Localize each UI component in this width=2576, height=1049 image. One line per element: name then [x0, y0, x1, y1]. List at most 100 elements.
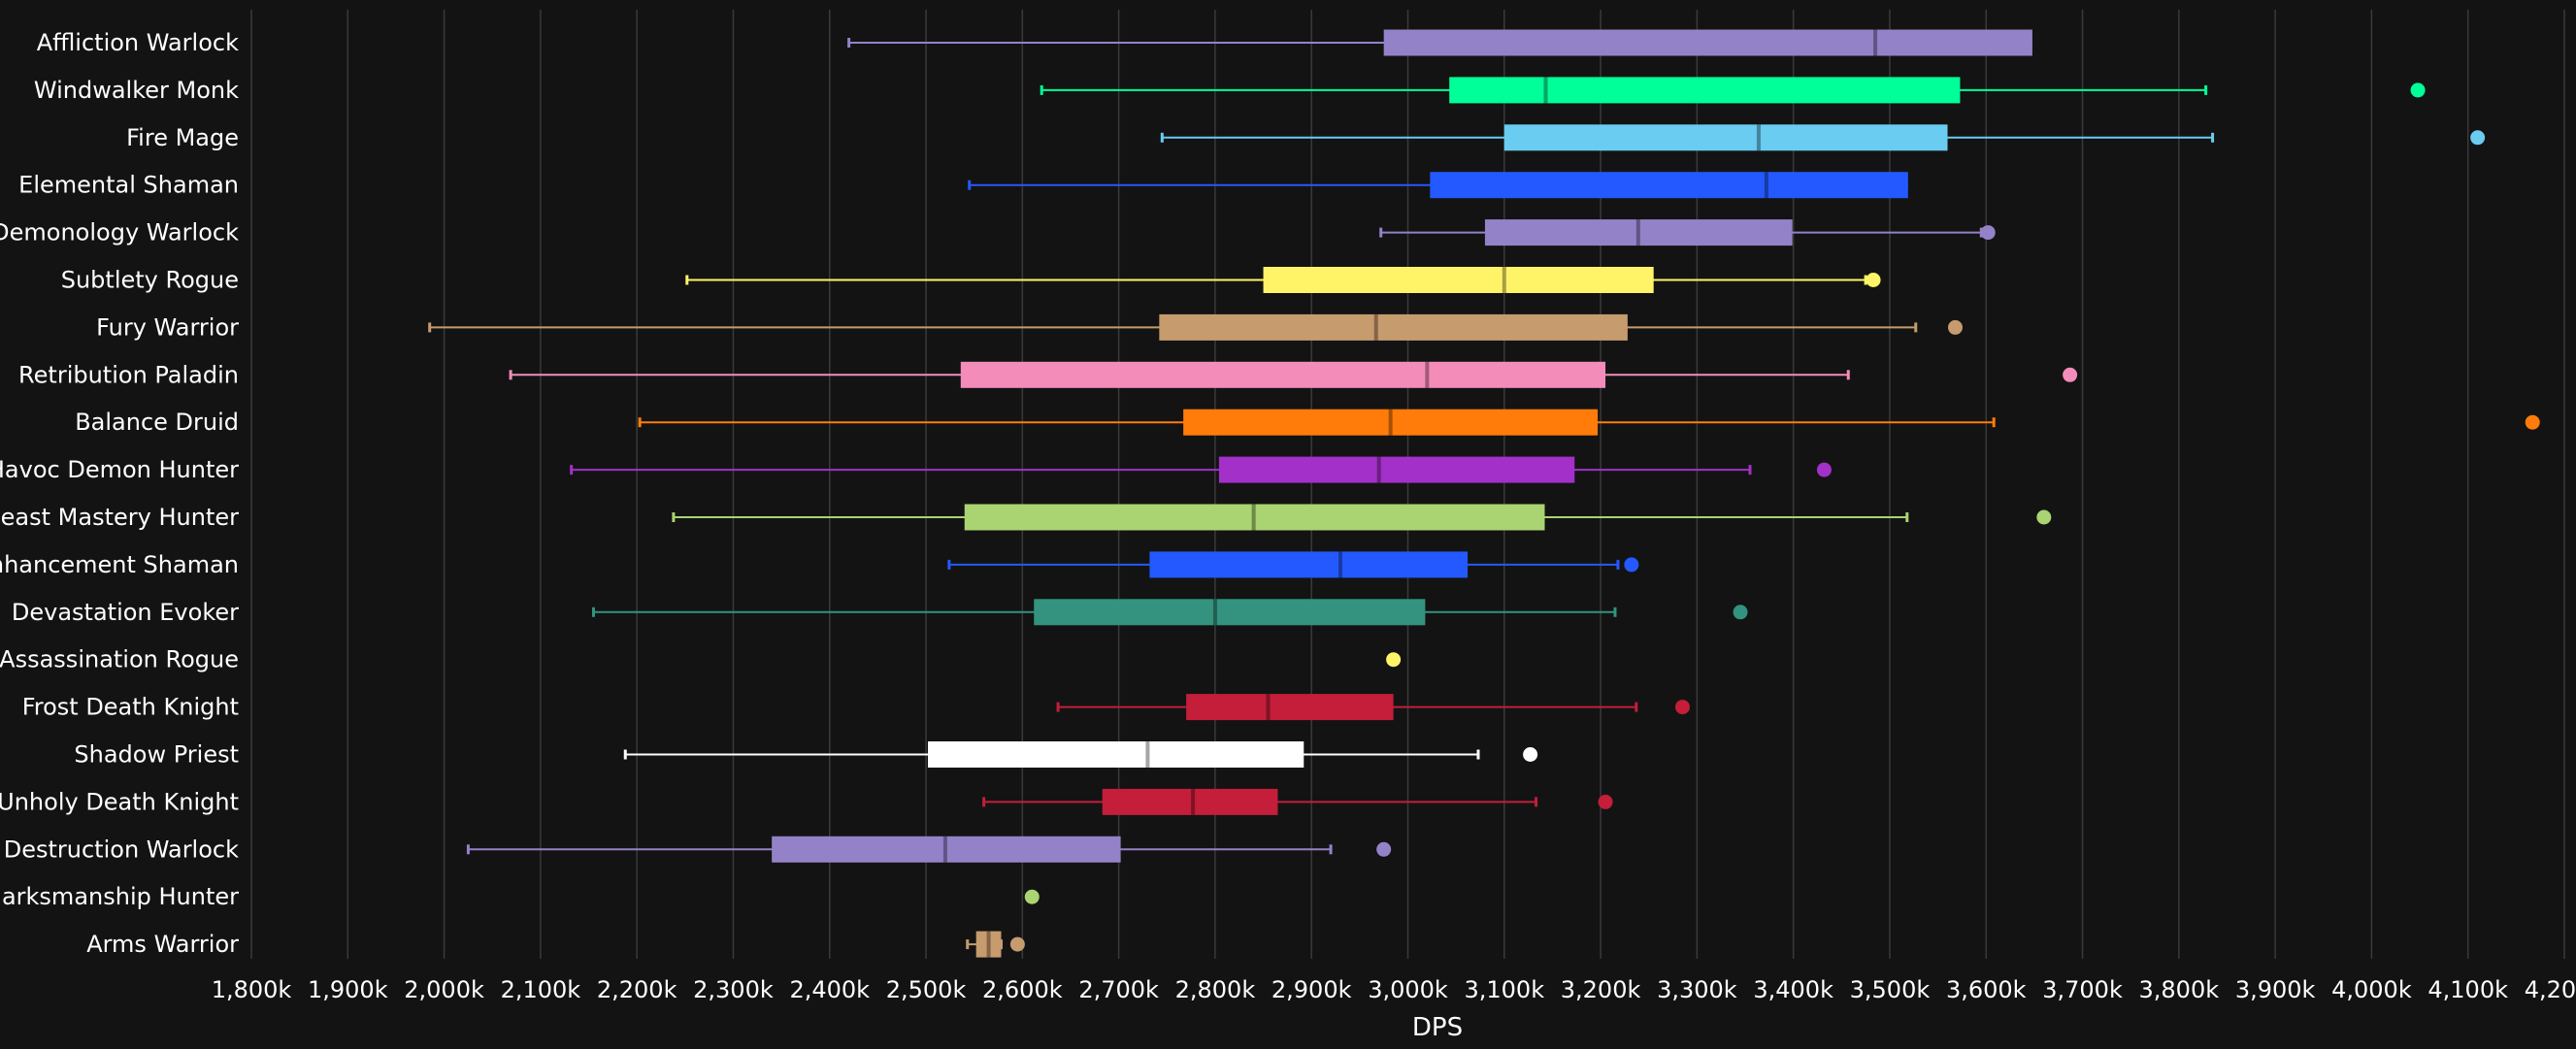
- outlier-point: [1624, 557, 1639, 573]
- category-label: Windwalker Monk: [34, 77, 239, 104]
- box-group: [638, 409, 2540, 436]
- category-label: Unholy Death Knight: [0, 788, 239, 815]
- box-iqr: [975, 931, 1002, 958]
- outlier-point: [2036, 509, 2052, 525]
- category-label: Marksmanship Hunter: [0, 883, 239, 910]
- category-label: Balance Druid: [75, 409, 239, 436]
- x-tick-label: 4,000k: [2331, 976, 2412, 1003]
- x-tick-label: 1,800k: [212, 976, 292, 1003]
- box-iqr: [1102, 788, 1278, 815]
- x-tick-label: 2,900k: [1271, 976, 1352, 1003]
- category-label: Beast Mastery Hunter: [0, 504, 239, 531]
- category-label: Fire Mage: [126, 124, 239, 151]
- x-tick-label: 2,700k: [1078, 976, 1159, 1003]
- x-tick-label: 1,900k: [308, 976, 388, 1003]
- x-tick-label: 3,500k: [1850, 976, 1931, 1003]
- box-iqr: [1149, 551, 1469, 578]
- box-group: [591, 599, 1748, 626]
- plot-area: [428, 29, 2540, 958]
- box-group: [1386, 652, 1402, 668]
- outlier-point: [1947, 319, 1963, 335]
- outlier-point: [1376, 841, 1392, 857]
- box-group: [982, 788, 1613, 815]
- category-label: Demonology Warlock: [0, 219, 239, 246]
- outlier-point: [1523, 747, 1538, 762]
- x-axis-title: DPS: [1412, 1013, 1463, 1042]
- outlier-point: [2063, 367, 2078, 382]
- x-tick-label: 3,900k: [2235, 976, 2316, 1003]
- box-group: [1056, 694, 1690, 721]
- box-iqr: [772, 836, 1121, 863]
- x-tick-label: 4,200k: [2525, 976, 2576, 1003]
- outlier-point: [1386, 652, 1402, 668]
- outlier-point: [1816, 462, 1832, 477]
- category-label: Enhancement Shaman: [0, 551, 239, 578]
- category-label: Destruction Warlock: [4, 836, 239, 863]
- x-tick-label: 3,700k: [2042, 976, 2123, 1003]
- box-iqr: [928, 741, 1305, 768]
- box-group: [1024, 889, 1040, 904]
- box-iqr: [1503, 124, 1948, 151]
- x-tick-label: 2,300k: [693, 976, 774, 1003]
- x-tick-label: 3,100k: [1464, 976, 1544, 1003]
- x-tick-label: 3,200k: [1561, 976, 1641, 1003]
- outlier-point: [1980, 225, 1996, 241]
- x-tick-label: 2,600k: [982, 976, 1063, 1003]
- category-label: Assassination Rogue: [0, 646, 239, 673]
- box-group: [847, 29, 2032, 56]
- box-iqr: [1159, 313, 1628, 341]
- x-tick-label: 2,100k: [501, 976, 581, 1003]
- box-group: [466, 836, 1392, 863]
- box-iqr: [1484, 219, 1793, 246]
- x-tick-label: 2,200k: [597, 976, 677, 1003]
- box-group: [685, 267, 1881, 293]
- category-label: Devastation Evoker: [12, 599, 239, 626]
- box-iqr: [1430, 172, 1908, 199]
- category-label: Frost Death Knight: [22, 694, 239, 721]
- x-axis-tick-labels: 1,800k 1,900k 2,000k 2,100k 2,200k 2,300k 2,40…: [212, 976, 2576, 1003]
- box-iqr: [1218, 456, 1575, 483]
- box-iqr: [1383, 29, 2032, 56]
- box-iqr: [1034, 599, 1426, 626]
- box-iqr: [1186, 694, 1394, 721]
- category-label: Subtlety Rogue: [61, 267, 239, 294]
- category-label: Havoc Demon Hunter: [0, 456, 239, 483]
- category-label: Fury Warrior: [96, 313, 239, 341]
- category-label: Arms Warrior: [86, 931, 239, 958]
- x-tick-label: 3,300k: [1657, 976, 1737, 1003]
- x-tick-label: 2,500k: [886, 976, 967, 1003]
- category-label: Retribution Paladin: [18, 361, 239, 388]
- box-group: [968, 172, 1908, 199]
- box-group: [672, 504, 2052, 531]
- outlier-point: [1866, 273, 1881, 287]
- outlier-point: [2410, 82, 2426, 98]
- box-group: [966, 931, 1025, 958]
- x-tick-label: 3,000k: [1368, 976, 1448, 1003]
- outlier-point: [1009, 936, 1025, 952]
- box-iqr: [1263, 267, 1654, 293]
- category-labels: Affliction Warlock Windwalker Monk Fire Ma…: [0, 29, 239, 958]
- outlier-point: [1733, 605, 1748, 620]
- outlier-point: [1598, 794, 1613, 809]
- box-iqr: [960, 361, 1606, 388]
- category-label: Elemental Shaman: [18, 172, 239, 199]
- category-label: Shadow Priest: [74, 741, 239, 769]
- outlier-point: [1024, 889, 1040, 904]
- outlier-point: [2470, 130, 2486, 146]
- box-iqr: [964, 504, 1545, 531]
- box-iqr: [1449, 77, 1961, 104]
- category-label: Affliction Warlock: [37, 29, 239, 56]
- grid-lines: [250, 10, 2565, 959]
- box-group: [623, 741, 1538, 768]
- box-group: [428, 313, 1963, 341]
- box-group: [1379, 219, 1996, 246]
- x-tick-label: 3,400k: [1753, 976, 1833, 1003]
- x-tick-label: 2,800k: [1175, 976, 1256, 1003]
- x-tick-label: 2,400k: [789, 976, 870, 1003]
- box-group: [947, 551, 1639, 578]
- box-iqr: [1183, 409, 1599, 436]
- outlier-point: [1674, 700, 1690, 715]
- box-group: [509, 361, 2078, 388]
- box-group: [1160, 124, 2486, 151]
